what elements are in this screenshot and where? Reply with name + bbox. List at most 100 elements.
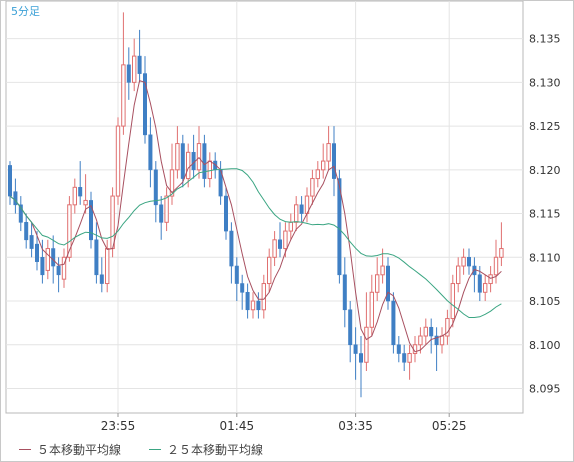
candle <box>132 38 137 92</box>
candle <box>8 161 13 205</box>
candle-body <box>207 160 213 180</box>
candle-body <box>342 274 347 311</box>
candle <box>34 231 39 271</box>
candle <box>434 327 439 372</box>
y-tick-label: 8.130 <box>529 76 561 89</box>
candle-body <box>391 300 396 346</box>
legend-item-ma5: ５本移動平均線 <box>19 441 121 458</box>
candle-body <box>256 300 261 311</box>
candle <box>143 56 148 144</box>
candle-body <box>105 248 110 285</box>
moving-average-layer <box>9 79 502 353</box>
candle-body <box>126 64 131 83</box>
candle-body <box>137 55 142 74</box>
candle-body <box>283 230 288 250</box>
candle <box>445 309 450 345</box>
timeframe-label: 5分足 <box>11 5 40 18</box>
candle-body <box>99 274 104 284</box>
candle-body <box>143 73 148 136</box>
candle-body <box>229 230 234 267</box>
candle <box>56 257 61 293</box>
candle <box>299 196 304 223</box>
candle-body <box>8 165 13 197</box>
legend-label-ma5: ５本移動平均線 <box>37 443 122 457</box>
candle <box>180 134 185 188</box>
candle-body <box>477 274 482 293</box>
candle-body <box>83 199 88 206</box>
candle <box>380 248 385 284</box>
candle-body <box>299 204 304 214</box>
candle-body <box>267 256 272 285</box>
candle <box>267 248 272 293</box>
candle <box>326 126 331 170</box>
candle <box>164 187 169 232</box>
candle <box>456 257 461 293</box>
candle-body <box>466 256 471 267</box>
candle-body <box>493 256 499 276</box>
candle <box>83 174 88 214</box>
candle-body <box>148 134 153 171</box>
ma25-line <box>9 168 502 318</box>
y-tick-label: 8.125 <box>529 120 561 133</box>
candle <box>240 274 245 310</box>
candle-body <box>439 335 445 346</box>
candle <box>342 257 347 328</box>
candle <box>256 292 261 319</box>
candle-body <box>348 309 353 346</box>
candle-body <box>364 326 369 363</box>
candle <box>245 283 250 319</box>
candle-body <box>396 344 401 354</box>
candle <box>72 178 77 214</box>
candle <box>272 231 277 267</box>
y-tick-label: 8.095 <box>529 383 561 396</box>
candle-body <box>385 265 390 302</box>
candle <box>353 327 358 380</box>
candle-body <box>461 256 466 267</box>
y-tick-label: 8.105 <box>529 295 561 308</box>
candle-body <box>67 204 72 258</box>
candle <box>429 318 434 354</box>
candle-body <box>294 204 299 223</box>
candle-body <box>196 143 202 171</box>
candle-body <box>245 291 250 311</box>
ma5-swatch <box>19 449 31 450</box>
y-tick-label: 8.135 <box>529 33 561 46</box>
candle <box>250 292 256 319</box>
y-tick-label: 8.120 <box>529 164 561 177</box>
candle <box>499 222 504 267</box>
candle <box>18 196 23 232</box>
candle <box>159 196 164 240</box>
candle <box>61 248 67 288</box>
candle-body <box>61 256 67 280</box>
candle-body <box>353 344 358 354</box>
candle-body <box>56 265 61 276</box>
candle <box>423 318 429 345</box>
candle <box>40 239 45 284</box>
y-tick-label: 8.100 <box>529 339 561 352</box>
candle-body <box>159 204 164 223</box>
candle <box>196 126 202 179</box>
candle-body <box>18 204 23 223</box>
candle <box>483 274 488 302</box>
candle <box>121 12 126 135</box>
candle-body <box>272 239 277 258</box>
candle <box>315 161 321 188</box>
candles-layer <box>8 12 504 398</box>
candle-body <box>169 169 175 197</box>
candle-body <box>240 283 245 293</box>
candle-body <box>488 274 493 285</box>
candle-body <box>445 318 450 337</box>
candle-body <box>13 191 18 206</box>
candle <box>277 222 282 258</box>
candle <box>24 213 29 249</box>
candle <box>94 222 99 284</box>
candle-body <box>310 178 315 197</box>
candle-body <box>277 239 282 249</box>
candle-body <box>45 248 50 271</box>
candle <box>385 257 390 310</box>
candle-body <box>153 169 158 206</box>
candle-body <box>450 283 456 320</box>
candle <box>450 274 456 328</box>
candle-body <box>337 178 342 276</box>
candle-body <box>326 143 331 162</box>
